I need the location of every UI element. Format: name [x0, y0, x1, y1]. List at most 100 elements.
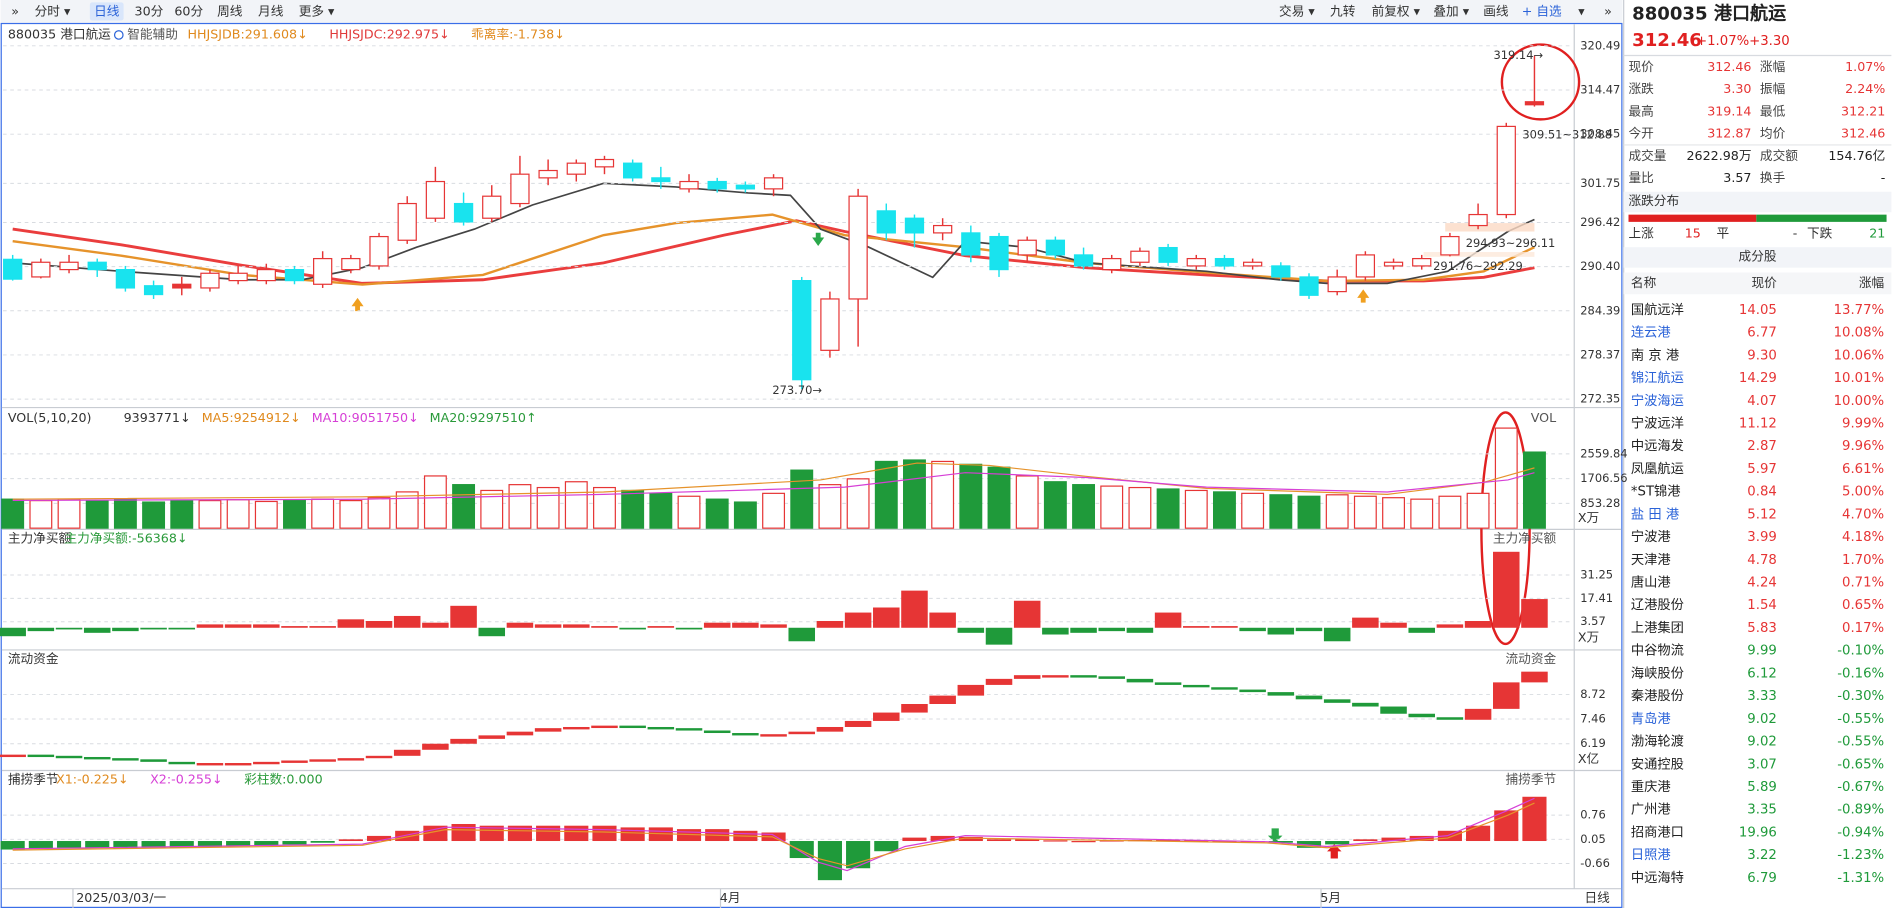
candle-body: [143, 285, 164, 296]
stock-name[interactable]: 宁波远洋: [1631, 414, 1684, 431]
stock-change: -1.23%: [1837, 848, 1884, 863]
toolbar-button[interactable]: 周线: [217, 4, 243, 19]
stock-name[interactable]: 盐 田 港: [1631, 506, 1679, 522]
liquidity-bar: [55, 755, 83, 759]
stock-name[interactable]: 天津港: [1631, 552, 1671, 568]
stock-name[interactable]: 唐山港: [1631, 574, 1671, 591]
stock-name[interactable]: 宁波海运: [1631, 392, 1684, 409]
axis-unit: X万: [1578, 629, 1599, 644]
net-buy-bar: [422, 622, 449, 628]
stock-change: -0.89%: [1837, 803, 1884, 818]
dist-label: 平: [1717, 225, 1730, 240]
toolbar-button[interactable]: 分时 ▾: [35, 4, 71, 19]
volume-bar: [1438, 495, 1462, 529]
stock-name[interactable]: 宁波港: [1631, 528, 1671, 545]
oscillator-bar: [789, 841, 814, 859]
net-buy-bar: [563, 624, 590, 628]
stock-price: 5.97: [1747, 462, 1777, 477]
candle-body: [200, 272, 220, 289]
toolbar-button[interactable]: 30分: [135, 4, 164, 19]
net-buy-bar: [1267, 627, 1295, 635]
stock-name[interactable]: 青岛港: [1631, 711, 1671, 727]
stock-name[interactable]: 中谷物流: [1631, 643, 1684, 659]
liquidity-bar: [422, 743, 449, 750]
indicator: 9393771↓: [124, 410, 191, 425]
toolbar-button[interactable]: 前复权 ▾: [1372, 4, 1421, 19]
net-buy-bar: [224, 624, 252, 628]
stock-name[interactable]: 上港集团: [1631, 620, 1684, 636]
stock-name[interactable]: 秦港股份: [1631, 688, 1684, 704]
dist-label: 上涨: [1629, 225, 1655, 240]
stat-label: 量比: [1629, 170, 1654, 185]
volume-bar: [1213, 491, 1236, 529]
toolbar-button[interactable]: 月线: [258, 4, 284, 19]
candle-body: [1017, 239, 1037, 256]
volume-bar: [903, 459, 926, 529]
oscillator-bar: [1437, 830, 1462, 842]
panel-title: 捕捞季节: [8, 772, 59, 787]
stock-change: 10.08%: [1834, 326, 1885, 341]
toolbar-button[interactable]: 交易 ▾: [1279, 4, 1315, 19]
stock-name[interactable]: 安通控股: [1631, 756, 1684, 772]
net-buy-bar: [619, 627, 646, 630]
stock-price: 3.35: [1747, 803, 1777, 818]
stock-price: 6.79: [1747, 871, 1777, 886]
price-zone: [1445, 223, 1535, 232]
section-header: [1623, 247, 1892, 268]
section-title: 涨跌分布: [1629, 193, 1680, 208]
toolbar-button[interactable]: ▾: [1578, 4, 1585, 19]
toolbar-button[interactable]: 60分: [174, 4, 203, 19]
stock-name[interactable]: 锦江航运: [1631, 370, 1684, 386]
stock-name[interactable]: 重庆港: [1631, 779, 1671, 795]
candle-body: [341, 257, 361, 271]
candle-body: [848, 195, 868, 300]
stock-name[interactable]: 招商港口: [1631, 824, 1684, 840]
y-tick-label: 17.41: [1580, 591, 1613, 605]
stat-value: 312.21: [1841, 103, 1885, 118]
candle-body: [397, 202, 417, 241]
stock-name[interactable]: *ST锦港: [1631, 484, 1681, 500]
candle-body: [1468, 213, 1488, 227]
indicator: 乖离率:-1.738↓: [471, 26, 565, 41]
stock-price: 6.77: [1747, 326, 1777, 341]
candle-body: [172, 283, 192, 289]
stat-label: 最高: [1629, 103, 1654, 118]
stock-name[interactable]: 广州港: [1631, 802, 1671, 818]
stock-name[interactable]: 中远海发: [1631, 438, 1684, 454]
stock-price: 6.12: [1747, 666, 1777, 681]
stock-name[interactable]: 国航远洋: [1631, 302, 1684, 318]
volume-bar: [1466, 492, 1490, 529]
net-buy-bar: [1098, 627, 1126, 632]
dist-value: -: [1793, 225, 1798, 240]
liquidity-bar: [901, 703, 928, 713]
net-buy-bar: [393, 615, 421, 628]
candle-body: [623, 162, 643, 179]
oscillator-bar: [1381, 837, 1406, 842]
time-label: 4月: [720, 890, 741, 905]
toolbar-button[interactable]: 更多 ▾: [299, 4, 335, 19]
stock-price: 3.33: [1747, 689, 1777, 704]
toolbar-button[interactable]: 叠加 ▾: [1433, 4, 1469, 19]
stock-name[interactable]: 海峡股份: [1631, 665, 1684, 681]
stat-value: 312.46: [1707, 59, 1751, 74]
stock-name[interactable]: 连云港: [1631, 325, 1671, 341]
toolbar-button[interactable]: »: [11, 4, 19, 19]
stock-name[interactable]: 南 京 港: [1631, 347, 1679, 363]
stock-name[interactable]: 渤海轮渡: [1631, 734, 1684, 750]
stock-name[interactable]: 日照港: [1631, 847, 1671, 863]
tab-active: [89, 2, 124, 21]
candle-body: [989, 235, 1009, 271]
stock-name[interactable]: 辽港股份: [1631, 597, 1684, 613]
toolbar-button[interactable]: 日线: [94, 4, 120, 19]
net-buy-bar: [1239, 627, 1266, 632]
toolbar-button[interactable]: »: [1604, 4, 1612, 19]
stock-name[interactable]: 凤凰航运: [1631, 461, 1684, 477]
net-buy-bar: [1013, 600, 1041, 628]
toolbar-button[interactable]: 画线: [1483, 4, 1509, 19]
oscillator-bar: [1156, 839, 1181, 842]
stock-name[interactable]: 中远海特: [1631, 870, 1684, 886]
price-annotation: 273.70→: [772, 383, 822, 397]
toolbar-button[interactable]: + 自选: [1522, 4, 1562, 19]
toolbar-button[interactable]: 九转: [1330, 4, 1356, 19]
